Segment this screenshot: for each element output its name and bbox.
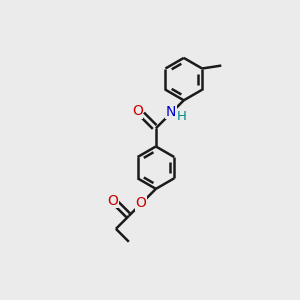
Text: O: O [135,196,146,210]
Text: N: N [166,105,176,119]
Text: O: O [132,104,143,118]
Text: O: O [107,194,118,208]
Text: H: H [177,110,187,123]
